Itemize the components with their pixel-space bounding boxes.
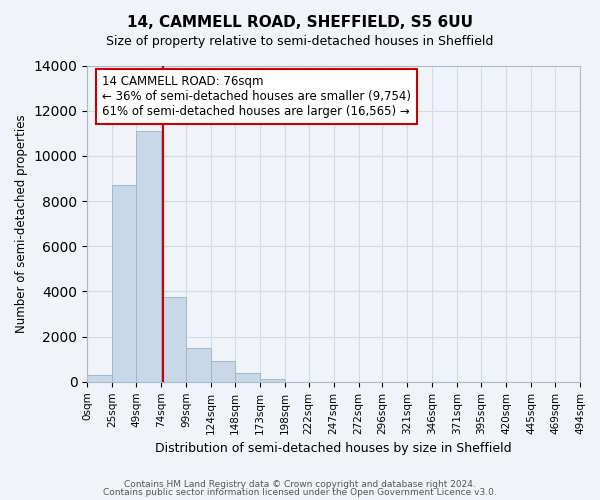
Bar [235,373,260,382]
Bar [87,375,112,382]
Text: Contains HM Land Registry data © Crown copyright and database right 2024.: Contains HM Land Registry data © Crown c… [124,480,476,489]
Bar [260,379,284,382]
Text: 14 CAMMELL ROAD: 76sqm
← 36% of semi-detached houses are smaller (9,754)
61% of : 14 CAMMELL ROAD: 76sqm ← 36% of semi-det… [102,75,411,118]
Bar [211,362,235,382]
Y-axis label: Number of semi-detached properties: Number of semi-detached properties [15,114,28,333]
Text: Size of property relative to semi-detached houses in Sheffield: Size of property relative to semi-detach… [106,35,494,48]
Bar [136,131,161,382]
Bar [112,185,136,382]
Bar [161,297,186,382]
Text: 14, CAMMELL ROAD, SHEFFIELD, S5 6UU: 14, CAMMELL ROAD, SHEFFIELD, S5 6UU [127,15,473,30]
X-axis label: Distribution of semi-detached houses by size in Sheffield: Distribution of semi-detached houses by … [155,442,512,455]
Bar [186,348,211,382]
Text: Contains public sector information licensed under the Open Government Licence v3: Contains public sector information licen… [103,488,497,497]
